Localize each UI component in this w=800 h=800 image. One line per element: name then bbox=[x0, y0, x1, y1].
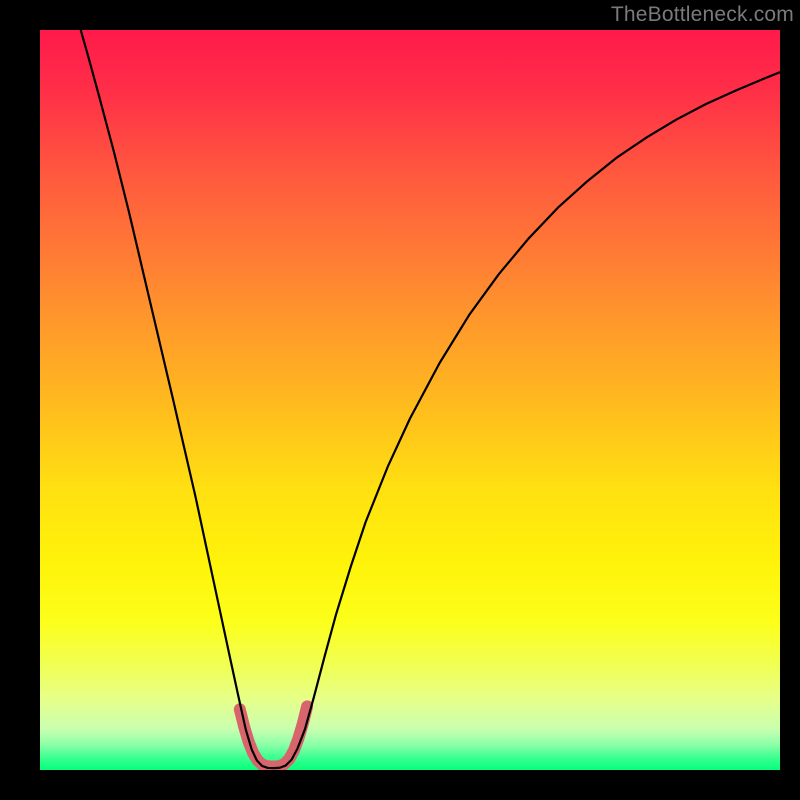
gradient-background bbox=[40, 30, 780, 770]
plot-border bbox=[0, 0, 40, 800]
watermark-text: TheBottleneck.com bbox=[611, 3, 794, 27]
plot-svg bbox=[0, 0, 800, 800]
plot-area bbox=[0, 0, 800, 800]
plot-border bbox=[0, 770, 800, 800]
plot-border bbox=[780, 0, 800, 800]
